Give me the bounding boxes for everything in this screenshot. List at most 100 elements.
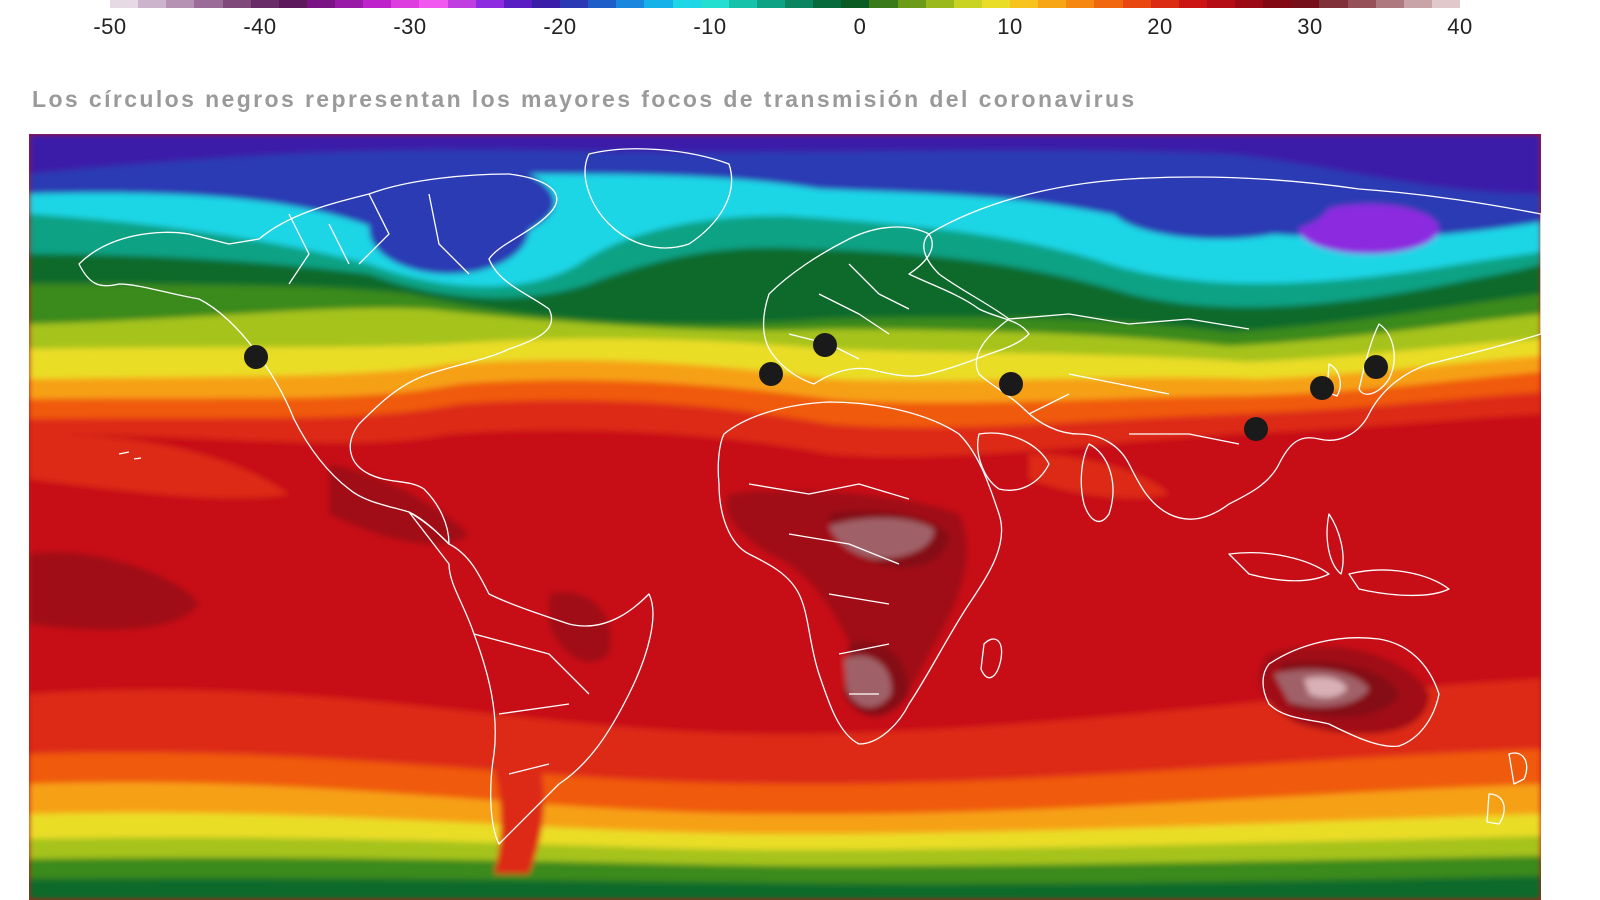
hotspot-madrid	[759, 362, 783, 386]
coastline	[1348, 569, 1450, 597]
scale-swatch	[588, 0, 617, 8]
scale-swatch	[1431, 0, 1460, 8]
scale-swatch	[335, 0, 364, 8]
map-canvas	[29, 134, 1541, 900]
scale-swatch	[1403, 0, 1432, 8]
temperature-zone	[1029, 454, 1169, 499]
scale-swatch	[1206, 0, 1235, 8]
temperature-zone	[29, 434, 289, 499]
scale-swatch	[278, 0, 307, 8]
scale-swatch	[138, 0, 167, 8]
temperature-zone	[29, 876, 1541, 900]
hotspot-seoul	[1310, 376, 1334, 400]
coastline	[118, 451, 142, 460]
coastline	[288, 193, 470, 285]
coastline	[977, 432, 1050, 491]
scale-swatch	[560, 0, 589, 8]
scale-swatch	[166, 0, 195, 8]
scale-swatch	[110, 0, 139, 8]
scale-swatch	[363, 0, 392, 8]
scale-tick-label: -50	[93, 14, 127, 39]
scale-tick-label: 20	[1147, 14, 1173, 39]
scale-tick-label: -10	[693, 14, 727, 39]
hotspot-california	[244, 345, 268, 369]
temperature-zone	[1299, 204, 1439, 254]
scale-swatch	[1375, 0, 1404, 8]
coastline	[1508, 752, 1528, 785]
temperature-color-scale	[110, 0, 1460, 8]
coastline	[980, 638, 1003, 679]
scale-tick-label: 40	[1447, 14, 1473, 39]
coastline	[762, 226, 1030, 385]
hotspot-wuhan	[1244, 417, 1268, 441]
hotspot-tokyo	[1364, 355, 1388, 379]
coastline	[1228, 552, 1330, 582]
scale-swatch	[1178, 0, 1207, 8]
scale-tick-label: -30	[393, 14, 427, 39]
scale-swatch	[531, 0, 560, 8]
temperature-zone	[1304, 677, 1347, 698]
temperature-field	[29, 134, 1541, 900]
coastline	[408, 511, 654, 845]
temperature-zone	[369, 184, 529, 274]
scale-swatch	[1319, 0, 1348, 8]
scale-swatch	[419, 0, 448, 8]
scale-swatch	[1038, 0, 1067, 8]
hotspot-tehran	[999, 372, 1023, 396]
scale-swatch	[841, 0, 870, 8]
scale-swatch	[391, 0, 420, 8]
temperature-scale-ticks: -50 -40 -30 -20 -10 0 10 20 30 40	[93, 14, 1472, 44]
coastline	[78, 173, 558, 545]
scale-swatch	[981, 0, 1010, 8]
scale-swatch	[1094, 0, 1123, 8]
scale-swatch	[672, 0, 701, 8]
temperature-zone	[549, 592, 611, 663]
hotspot-milan	[813, 333, 837, 357]
scale-swatch	[1235, 0, 1264, 8]
coastline	[1080, 443, 1114, 523]
scale-swatch	[869, 0, 898, 8]
scale-swatch	[1150, 0, 1179, 8]
temperature-zone	[29, 134, 1541, 194]
coastline	[1358, 323, 1395, 395]
coastline	[1008, 313, 1250, 445]
coastline	[473, 633, 590, 775]
scale-swatch	[700, 0, 729, 8]
coastline	[1326, 513, 1344, 575]
scale-swatch	[616, 0, 645, 8]
scale-swatch	[953, 0, 982, 8]
scale-swatch	[475, 0, 504, 8]
coastline	[1486, 793, 1505, 825]
scale-swatch	[1347, 0, 1376, 8]
world-temperature-map	[29, 134, 1541, 900]
temperature-zone	[469, 734, 544, 874]
temperature-zone	[829, 518, 934, 559]
coastline	[923, 176, 1541, 520]
scale-swatch	[785, 0, 814, 8]
scale-tick-label: 30	[1297, 14, 1323, 39]
scale-tick-label: 0	[853, 14, 867, 39]
scale-tick-label: 10	[997, 14, 1023, 39]
scale-swatch	[1010, 0, 1039, 8]
scale-tick-label: -20	[543, 14, 577, 39]
coastline	[717, 401, 1003, 745]
scale-swatch	[194, 0, 223, 8]
scale-swatch	[1291, 0, 1320, 8]
coastline-outlines	[78, 148, 1541, 845]
scale-swatch	[222, 0, 251, 8]
temperature-zone	[329, 464, 469, 545]
scale-swatch	[1122, 0, 1151, 8]
scale-swatch	[306, 0, 335, 8]
scale-swatch	[925, 0, 954, 8]
scale-swatch	[897, 0, 926, 8]
scale-swatch	[1066, 0, 1095, 8]
scale-swatch	[644, 0, 673, 8]
coastline	[748, 483, 910, 695]
coastline	[584, 148, 733, 249]
scale-swatch	[756, 0, 785, 8]
scale-swatch	[813, 0, 842, 8]
coronavirus-hotspots	[244, 333, 1388, 441]
scale-swatch	[1263, 0, 1292, 8]
scale-swatch	[250, 0, 279, 8]
